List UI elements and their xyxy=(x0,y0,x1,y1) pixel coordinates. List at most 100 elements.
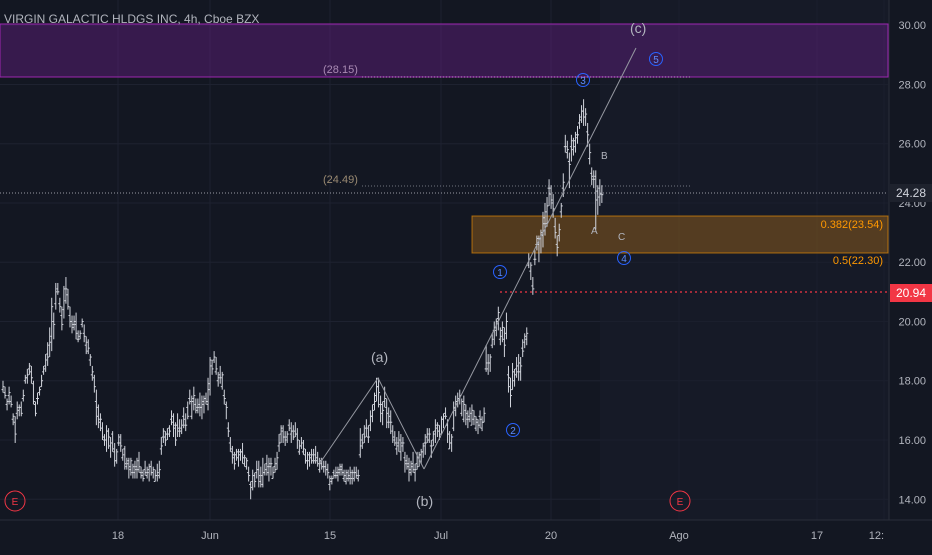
ohlc-bar xyxy=(74,312,78,340)
ohlc-bar xyxy=(478,410,482,429)
ohlc-bar xyxy=(291,425,295,440)
ohlc-bar xyxy=(243,454,247,467)
ohlc-bar xyxy=(210,360,214,375)
ohlc-bar xyxy=(13,416,17,443)
abc-correction-line xyxy=(319,377,425,470)
wave-2-marker: 2 xyxy=(506,423,520,437)
ohlc-bar xyxy=(389,410,393,435)
ohlc-bar xyxy=(588,143,592,165)
ohlc-bar xyxy=(285,431,289,443)
time-tick-label: 17 xyxy=(811,530,823,542)
ohlc-bar xyxy=(220,371,224,390)
ohlc-bar xyxy=(521,339,525,358)
ohlc-bar xyxy=(391,425,395,443)
price-axis[interactable] xyxy=(888,0,932,520)
ohlc-bar xyxy=(192,386,196,411)
ohlc-bar xyxy=(515,357,519,378)
time-tick-label: 12: xyxy=(869,530,884,542)
ohlc-bar xyxy=(230,445,234,464)
ohlc-bar xyxy=(236,448,240,467)
wave-3-marker: 3 xyxy=(576,73,590,87)
symbol-title[interactable]: VIRGIN GALACTIC HLDGS INC, 4h, Cboe BZX xyxy=(4,12,260,26)
correction-label-a: A xyxy=(591,226,598,237)
ohlc-bar xyxy=(263,463,267,476)
earnings-marker[interactable]: E xyxy=(4,490,26,512)
ohlc-bar xyxy=(407,457,411,482)
ohlc-bar xyxy=(354,466,358,479)
ohlc-bar xyxy=(344,469,348,485)
ohlc-bar xyxy=(519,357,523,381)
price-axis-background xyxy=(889,0,932,520)
ohlc-bar xyxy=(190,395,194,420)
ohlc-bar xyxy=(431,431,435,446)
ohlc-bar xyxy=(88,354,92,366)
ohlc-bar xyxy=(241,442,245,464)
price-tick-label: 14.00 xyxy=(898,494,926,506)
ohlc-bar xyxy=(176,413,180,438)
ohlc-bar xyxy=(232,451,236,470)
ohlc-bar xyxy=(111,431,115,452)
ohlc-bar xyxy=(15,401,19,420)
ohlc-bar xyxy=(44,354,48,372)
time-tick-label: 18 xyxy=(112,530,124,542)
ohlc-bar xyxy=(135,457,139,479)
ohlc-bar xyxy=(27,362,31,375)
ohlc-bar xyxy=(387,407,391,429)
ohlc-bar xyxy=(551,194,555,218)
ohlc-bar xyxy=(273,457,277,473)
ohlc-bar xyxy=(464,404,468,426)
ohlc-bar xyxy=(563,134,567,153)
ohlc-bar xyxy=(169,410,173,426)
ohlc-bar xyxy=(54,282,58,310)
wave-label-a: (a) xyxy=(371,349,388,365)
wave-label-c: (c) xyxy=(630,20,646,36)
ohlc-bar xyxy=(40,374,44,388)
ohlc-bar xyxy=(163,431,167,446)
ohlc-bar xyxy=(38,386,42,396)
resistance-level-label: (28.15) xyxy=(323,64,358,76)
wave-labels: (a) (b) (c) xyxy=(371,20,646,509)
ohlc-bar xyxy=(48,327,52,358)
ohlc-bar xyxy=(265,454,269,476)
ohlc-bar xyxy=(472,410,476,426)
ohlc-bar xyxy=(545,197,549,227)
ohlc-bar xyxy=(523,333,527,349)
ohlc-bar xyxy=(372,392,376,411)
wave-label-b: (b) xyxy=(416,493,433,509)
ohlc-bar xyxy=(143,460,147,476)
ohlc-bar xyxy=(600,185,604,203)
ohlc-bar xyxy=(549,185,553,209)
ohlc-bar xyxy=(129,457,133,476)
ohlc-bar xyxy=(96,404,100,429)
ohlc-bar xyxy=(5,398,9,411)
ohlc-bar xyxy=(58,297,62,313)
ohlc-bar xyxy=(547,179,551,206)
ohlc-bar xyxy=(468,407,472,423)
ohlc-bar xyxy=(301,440,305,455)
ohlc-bar xyxy=(310,448,314,464)
ohlc-bar xyxy=(46,342,50,366)
ohlc-bar xyxy=(308,451,312,467)
ohlc-bar xyxy=(442,413,446,429)
earnings-marker[interactable]: E xyxy=(669,490,691,512)
ohlc-bar xyxy=(86,339,90,355)
ohlc-bar xyxy=(466,410,470,429)
ohlc-bar xyxy=(188,389,192,405)
ohlc-bar xyxy=(435,422,439,438)
ohlc-bar xyxy=(413,463,417,482)
ohlc-bar xyxy=(531,277,535,295)
fib-382-label: 0.382(23.54) xyxy=(821,219,883,231)
ohlc-bar xyxy=(586,122,590,147)
ohlc-bar xyxy=(348,466,352,485)
ohlc-bar xyxy=(533,250,537,266)
ohlc-bar xyxy=(517,354,521,381)
ohlc-bar xyxy=(381,401,385,426)
ohlc-bar xyxy=(56,282,60,295)
impulse-trend-line xyxy=(423,47,637,470)
ohlc-bar xyxy=(178,419,182,438)
ohlc-bar xyxy=(571,137,575,156)
ohlc-bar xyxy=(553,217,557,239)
correction-label-c: C xyxy=(618,232,625,243)
ohlc-bar xyxy=(224,401,228,420)
